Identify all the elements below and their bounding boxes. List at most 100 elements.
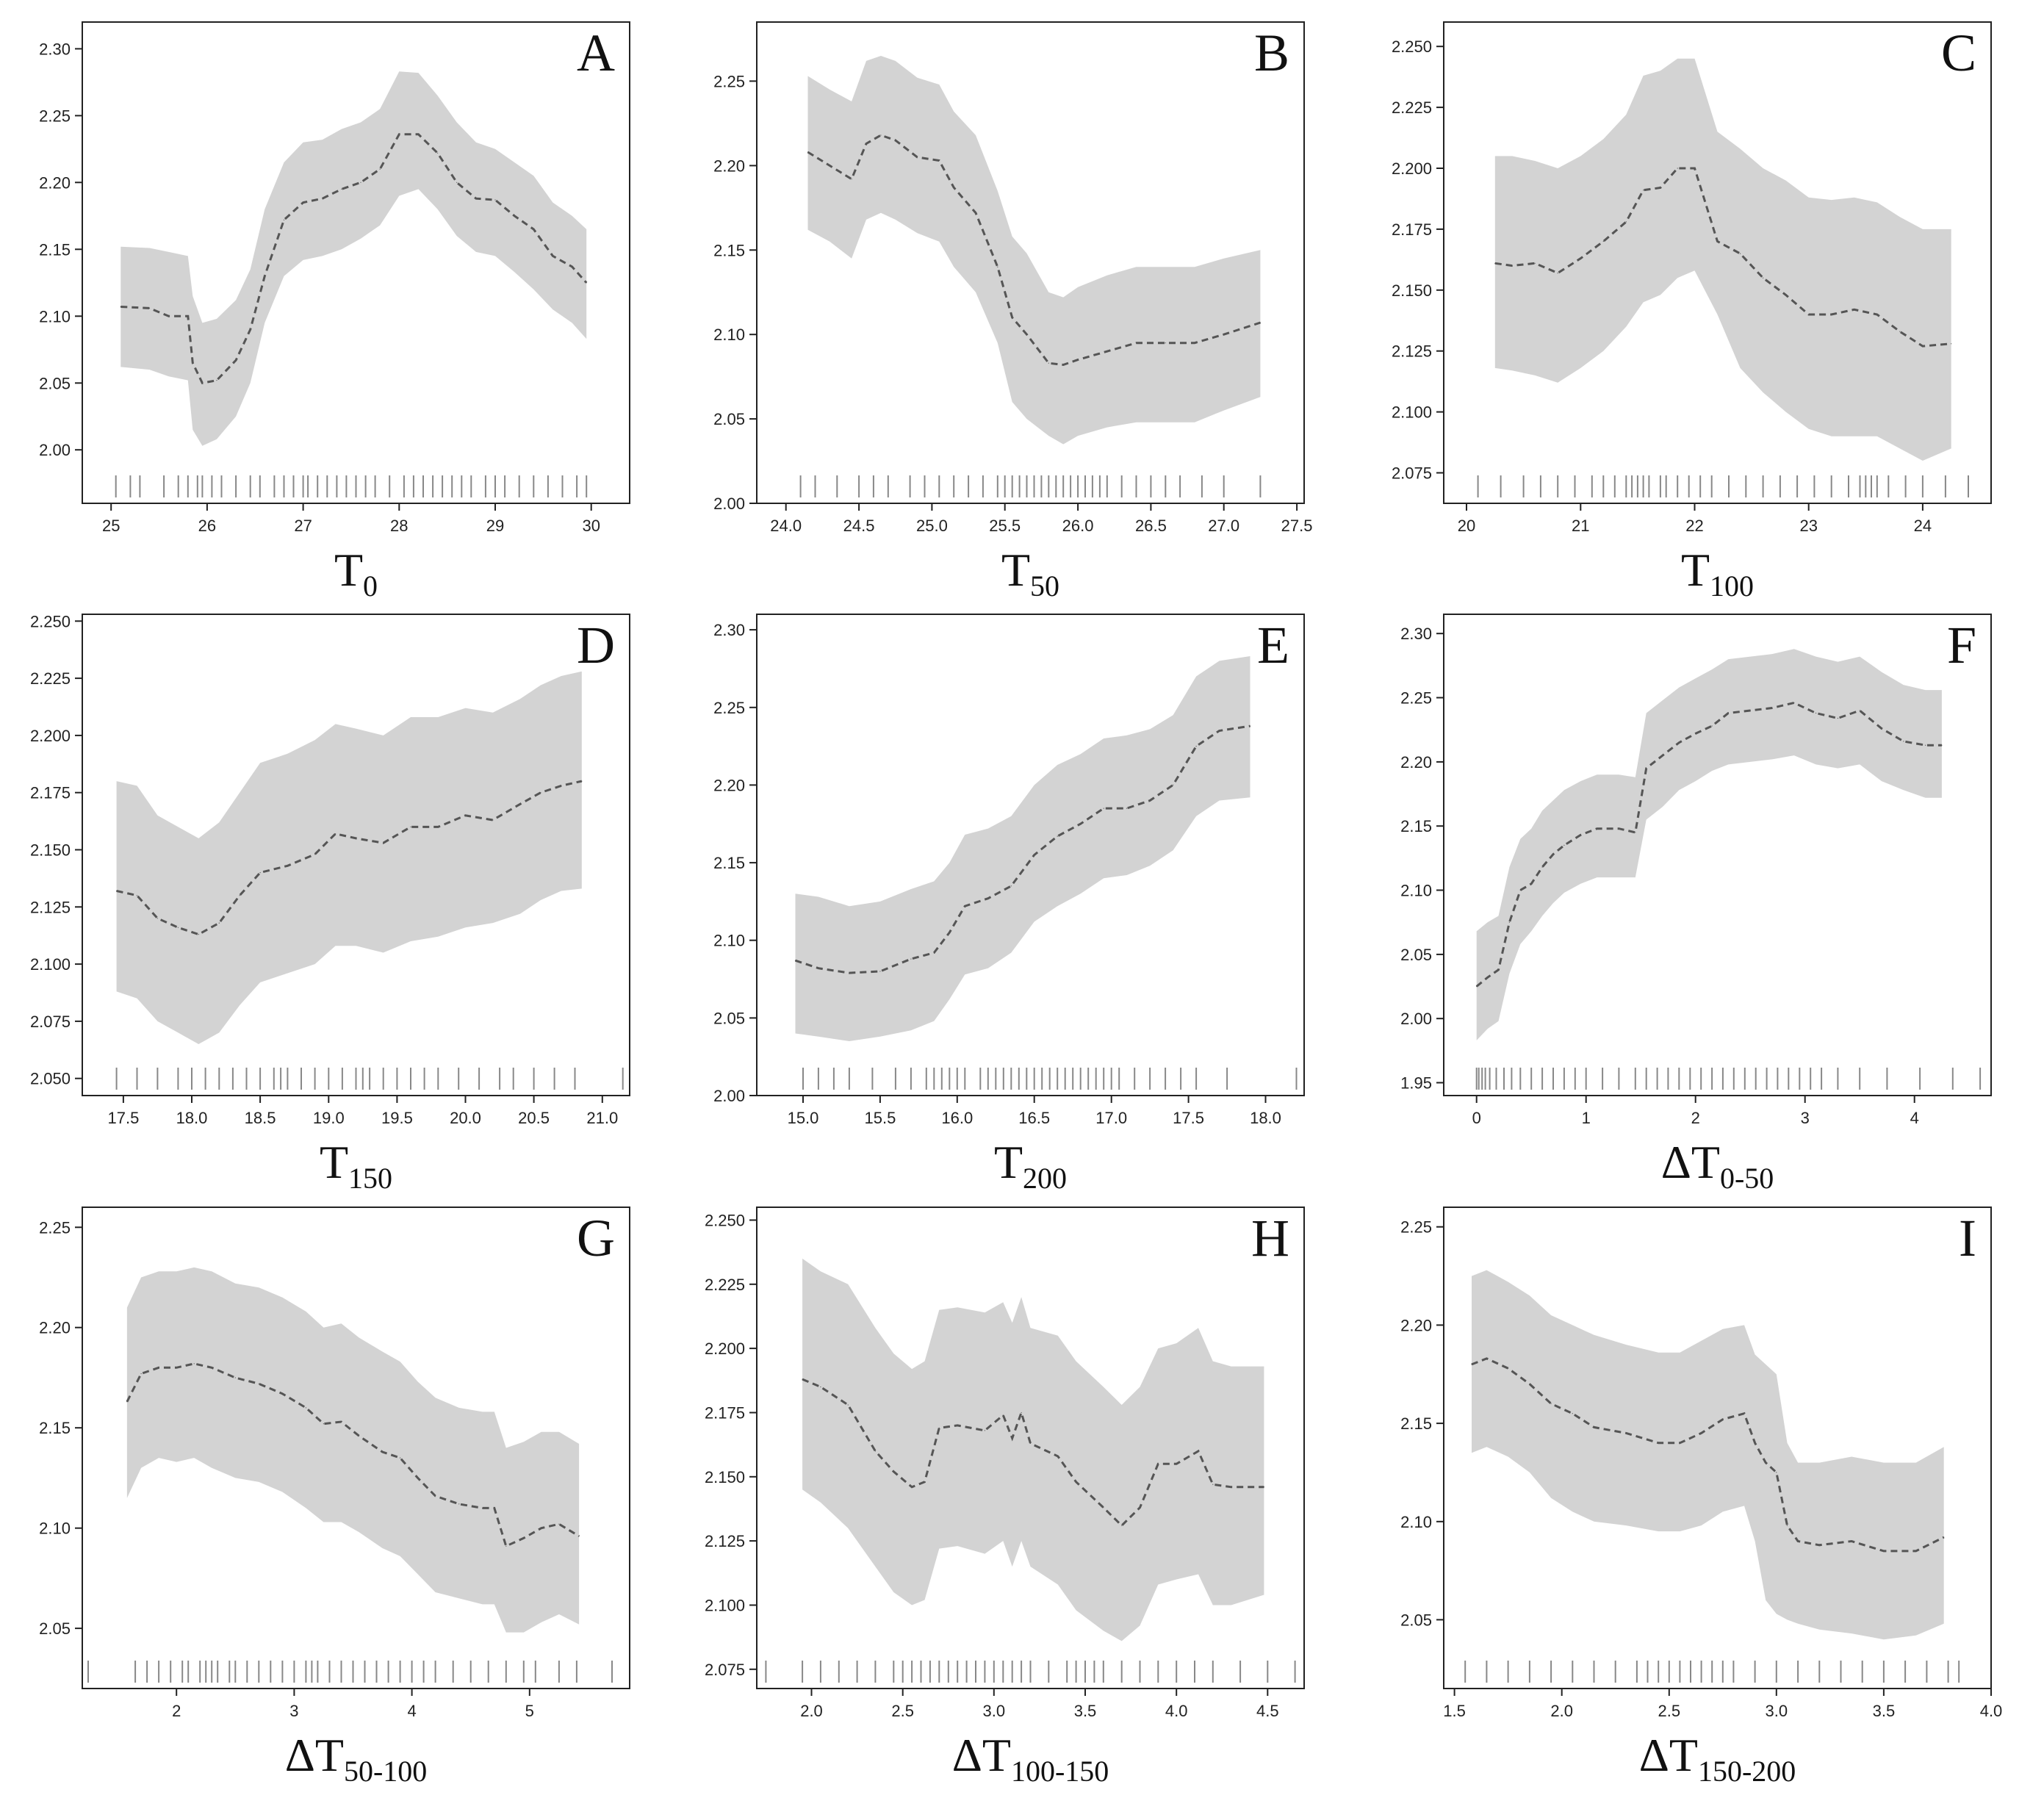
- panel-f-y-tick-label: 2.05: [1400, 946, 1432, 964]
- panel-c-x-tick-label: 20: [1458, 517, 1475, 535]
- panel-i-y-tick-label: 2.10: [1400, 1513, 1432, 1531]
- panel-d-point: [519, 803, 521, 805]
- panel-h-y-tick-label: 2.075: [705, 1661, 745, 1679]
- panel-g-y-tick-label: 2.20: [39, 1319, 71, 1337]
- panel-a-x-tick-label: 29: [486, 517, 504, 535]
- panel-b-mean-line: [807, 134, 1261, 367]
- panel-b-point: [1194, 342, 1195, 344]
- panel-h-y-tick-label: 2.175: [705, 1404, 745, 1423]
- panel-h: 2.075 2.100 2.125 2.150 2.175 2.200 2.225 2.250…: [705, 1207, 1305, 1788]
- panel-f-x-tick-label: 1: [1582, 1109, 1591, 1127]
- panel-i-confidence-band: [1472, 1270, 1944, 1640]
- panel-a-x-tick-label: 27: [294, 517, 312, 535]
- panel-b-x-tick-label: 26.5: [1135, 517, 1167, 535]
- panel-i: 2.05 2.10 2.15 2.20 2.25 1.5 2.0 2.5 3.0 3.5 4.0 I Δ…: [1400, 1207, 2002, 1788]
- panel-e-point: [1057, 835, 1058, 837]
- panel-i-point: [1743, 1413, 1745, 1414]
- panel-e-y-tick-label: 2.30: [713, 621, 745, 639]
- panel-c-point: [1580, 258, 1581, 259]
- panel-d-y-tick-label: 2.100: [30, 955, 71, 974]
- panel-f-y-tick-label: 1.95: [1400, 1074, 1432, 1093]
- panel-g-point: [558, 1523, 560, 1525]
- panel-d-y-tick-label: 2.200: [30, 727, 71, 745]
- panel-b-confidence-band: [807, 56, 1261, 445]
- panel-a-point: [187, 315, 189, 317]
- panel-c-frame: [1443, 21, 1992, 504]
- panel-e-y-tick-label: 2.10: [713, 932, 745, 950]
- panel-g-point: [126, 1401, 128, 1403]
- panel-g-y-tick-label: 2.10: [39, 1520, 71, 1538]
- panel-b: 2.00 2.05 2.10 2.15 2.20 2.25 24.0 24.5 25.0 25.5…: [713, 21, 1313, 603]
- panel-e-y-tick-label: 2.25: [713, 699, 745, 717]
- panel-i-point: [1625, 1432, 1627, 1434]
- panel-f: 1.95 2.00 2.05 2.10 2.15 2.20 2.25 2.30 0 1 2 3 4 F ΔT…: [1400, 614, 1992, 1195]
- panel-g-y-tick-label: 2.05: [39, 1619, 71, 1638]
- panel-e-point: [949, 932, 950, 933]
- panel-b-point: [1077, 359, 1079, 361]
- panel-e-point: [910, 958, 912, 960]
- panel-e-label: E: [1257, 616, 1289, 675]
- panel-a-point: [586, 282, 587, 284]
- panel-d-point: [383, 842, 384, 844]
- panel-d-x-axis-title: T150: [320, 1136, 392, 1195]
- panel-f-point: [1519, 889, 1521, 891]
- panel-i-y-tick-label: 2.15: [1400, 1414, 1432, 1433]
- panel-c-x-tick-label: 23: [1799, 517, 1817, 535]
- panel-h-y-tick-label: 2.100: [705, 1597, 745, 1615]
- panel-d-x-tick-label: 18.0: [176, 1109, 208, 1127]
- panel-h-confidence-band: [802, 1258, 1264, 1641]
- panel-b-x-tick-label: 24.0: [770, 517, 802, 535]
- panel-e-point: [987, 898, 989, 899]
- panel-h-x-tick-label: 2.5: [891, 1702, 914, 1720]
- panel-f-point: [1941, 744, 1943, 746]
- panel-d-y-tick-label: 2.125: [30, 898, 71, 916]
- panel-f-point: [1476, 985, 1478, 988]
- panel-d-y-tick-label: 2.150: [30, 841, 71, 860]
- panel-g-y-tick-label: 2.15: [39, 1419, 71, 1437]
- panel-c-y-tick-label: 2.075: [1392, 464, 1432, 483]
- panel-g-label: G: [577, 1209, 615, 1267]
- panel-c-point: [1494, 262, 1496, 264]
- panel-h-point: [1002, 1414, 1004, 1416]
- panel-b-y-tick-label: 2.00: [713, 495, 745, 513]
- panel-b-x-tick-label: 27.0: [1208, 517, 1239, 535]
- panel-d-point: [492, 819, 494, 821]
- panel-e-x-tick-label: 16.5: [1018, 1109, 1050, 1127]
- panel-f-frame: [1443, 614, 1992, 1096]
- panel-i-y-tick-label: 2.25: [1400, 1218, 1432, 1237]
- panel-a-point: [456, 181, 458, 183]
- panel-g: 2.05 2.10 2.15 2.20 2.25 2 3 4 5 G ΔT50-100: [39, 1207, 630, 1788]
- panel-e-x-tick-label: 15.5: [864, 1109, 896, 1127]
- panel-b-x-tick-label: 25.0: [916, 517, 948, 535]
- panel-c-x-axis-title: T100: [1681, 544, 1754, 603]
- panel-e-y-tick-label: 2.05: [713, 1009, 745, 1027]
- panel-h-y-tick-label: 2.225: [705, 1276, 745, 1294]
- panel-c-confidence-band: [1494, 58, 1951, 461]
- panel-a-point: [235, 359, 237, 361]
- panel-a-point: [494, 199, 496, 201]
- panel-b-x-tick-label: 26.0: [1062, 517, 1094, 535]
- panel-a-point: [379, 168, 381, 170]
- panel-d-x-tick-label: 21.0: [586, 1109, 618, 1127]
- panel-h-point: [1121, 1525, 1123, 1526]
- panel-i-point: [1883, 1550, 1885, 1552]
- panel-c-y-tick-label: 2.225: [1392, 98, 1432, 117]
- panel-f-point: [1881, 727, 1882, 730]
- panel-d-point: [198, 934, 199, 935]
- panel-f-point: [1541, 866, 1543, 868]
- panel-a-point: [475, 198, 477, 199]
- panel-a-x-tick-label: 26: [198, 517, 216, 535]
- panel-a-label: A: [577, 24, 615, 82]
- panel-f-point: [1646, 768, 1647, 769]
- panel-f-y-tick-label: 2.30: [1400, 625, 1432, 643]
- panel-h-point: [1029, 1442, 1032, 1444]
- panel-c-y-tick-label: 2.100: [1392, 403, 1432, 422]
- panel-d-x-tick-label: 20.0: [450, 1109, 481, 1127]
- panel-g-x-tick-label: 4: [407, 1702, 416, 1720]
- panel-a-x-tick-label: 25: [102, 517, 120, 535]
- panel-h-label: H: [1251, 1209, 1289, 1267]
- panel-a-confidence-band: [120, 71, 587, 446]
- panel-a-x-tick-label: 30: [582, 517, 600, 535]
- panel-i-y-tick-label: 2.05: [1400, 1611, 1432, 1629]
- panel-b-point: [1048, 362, 1049, 364]
